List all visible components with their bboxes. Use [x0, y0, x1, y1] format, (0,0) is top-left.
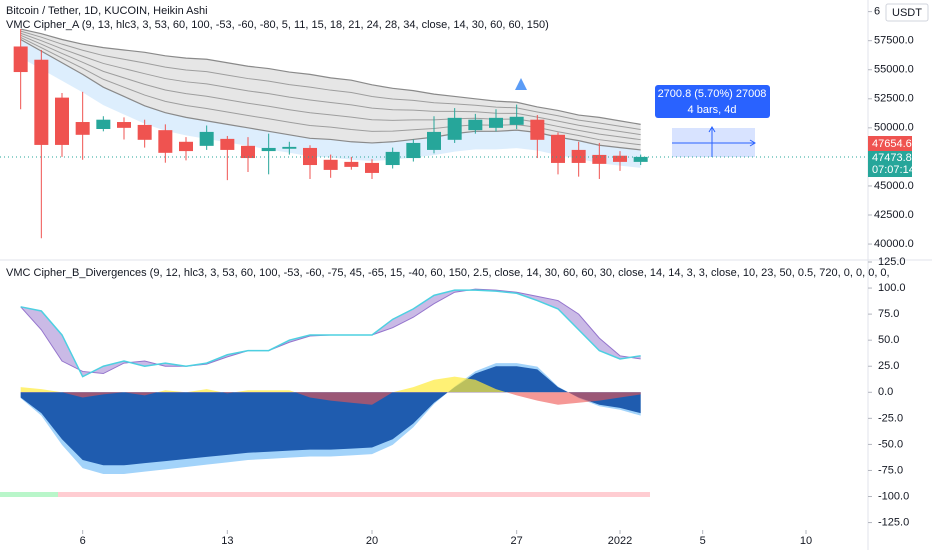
candle-body — [344, 161, 359, 167]
candle-body — [13, 46, 28, 73]
candle-body — [633, 156, 648, 162]
status-bar-red — [58, 492, 650, 497]
y-tick-label: 75.0 — [878, 308, 899, 320]
candle-body — [509, 116, 524, 125]
candle-body — [282, 146, 297, 149]
y-tick-label: 55000.0 — [874, 64, 914, 76]
candle-body — [592, 154, 607, 164]
candle-body — [75, 122, 90, 135]
candle-body — [34, 59, 49, 145]
x-tick-label: 13 — [221, 535, 233, 547]
x-tick-label: 2022 — [608, 535, 632, 547]
y-tick-label: 57500.0 — [874, 35, 914, 47]
last-price: 47654.6 — [872, 138, 912, 150]
currency: USDT — [892, 7, 922, 19]
chart-title: Bitcoin / Tether, 1D, KUCOIN, Heikin Ash… — [6, 5, 208, 17]
y-tick-label: 125.0 — [878, 256, 906, 268]
status-bar-green — [0, 492, 58, 497]
candle-body — [241, 145, 255, 159]
candle-body — [365, 162, 379, 173]
candle-body — [55, 97, 69, 145]
measure-sub: 4 bars, 4d — [688, 104, 737, 116]
candle-body — [303, 147, 317, 166]
candle-body — [199, 131, 214, 146]
countdown: 07:07:14 — [872, 164, 915, 176]
measure-box — [655, 85, 770, 118]
candle-body — [179, 141, 193, 152]
mfi-pos — [20, 376, 506, 392]
y-tick-label: -100.0 — [878, 490, 909, 502]
candle-body — [220, 138, 235, 150]
y-tick-label: 52500.0 — [874, 93, 914, 105]
y-tick-label: -50.0 — [878, 438, 903, 450]
y-tick-label: 25.0 — [878, 360, 899, 372]
candle-body — [571, 149, 586, 163]
signal-triangle — [515, 78, 527, 90]
candle-body — [447, 117, 462, 140]
candle-body — [158, 130, 173, 153]
y-tick-label: 50.0 — [878, 334, 899, 346]
candle-body — [551, 134, 565, 163]
candle-body — [427, 131, 441, 150]
candle-body — [530, 119, 545, 140]
candle-body — [96, 119, 111, 129]
ribbon-fill — [20, 29, 641, 150]
x-tick-label: 20 — [366, 535, 378, 547]
x-tick-label: 5 — [700, 535, 706, 547]
y-tick-label: -25.0 — [878, 412, 903, 424]
candle-body — [385, 151, 400, 166]
candle-body — [323, 159, 338, 170]
y-tick-label: 6 — [874, 6, 880, 18]
mfi-neg — [20, 392, 641, 405]
last-price-box — [868, 136, 912, 151]
ribbon-shadow — [20, 39, 641, 168]
y-tick-label: -75.0 — [878, 464, 903, 476]
ribbon-line — [20, 28, 641, 125]
indicator-b: VMC Cipher_B_Divergences (9, 12, hlc3, 3… — [6, 267, 890, 279]
candle-body — [117, 122, 131, 128]
x-tick-label: 6 — [80, 535, 86, 547]
currency-box — [885, 3, 929, 22]
x-tick-label: 27 — [511, 535, 523, 547]
ribbon-inner — [20, 30, 641, 130]
y-tick-label: 40000.0 — [874, 238, 914, 250]
candle-body — [489, 117, 503, 128]
y-tick-label: 100.0 — [878, 282, 906, 294]
measure-label: 2700.8 (5.70%) 27008 — [658, 88, 767, 100]
y-tick-label: -125.0 — [878, 516, 909, 528]
indicator-a: VMC Cipher_A (9, 13, hlc3, 3, 53, 60, 10… — [6, 19, 549, 31]
y-tick-label: 45000.0 — [874, 180, 914, 192]
close-box — [868, 151, 912, 177]
x-tick-label: 10 — [800, 535, 812, 547]
candle-body — [261, 147, 276, 152]
candle-body — [468, 119, 483, 131]
measure-arrows — [708, 126, 756, 147]
close-price: 47473.8 — [872, 152, 912, 164]
candle-body — [406, 142, 421, 159]
y-tick-label: 50000.0 — [874, 122, 914, 134]
y-tick-label: 0.0 — [878, 386, 893, 398]
y-tick-label: 42500.0 — [874, 209, 914, 221]
candle-body — [137, 124, 152, 140]
wave-1 — [20, 289, 641, 378]
candle-body — [613, 155, 627, 162]
